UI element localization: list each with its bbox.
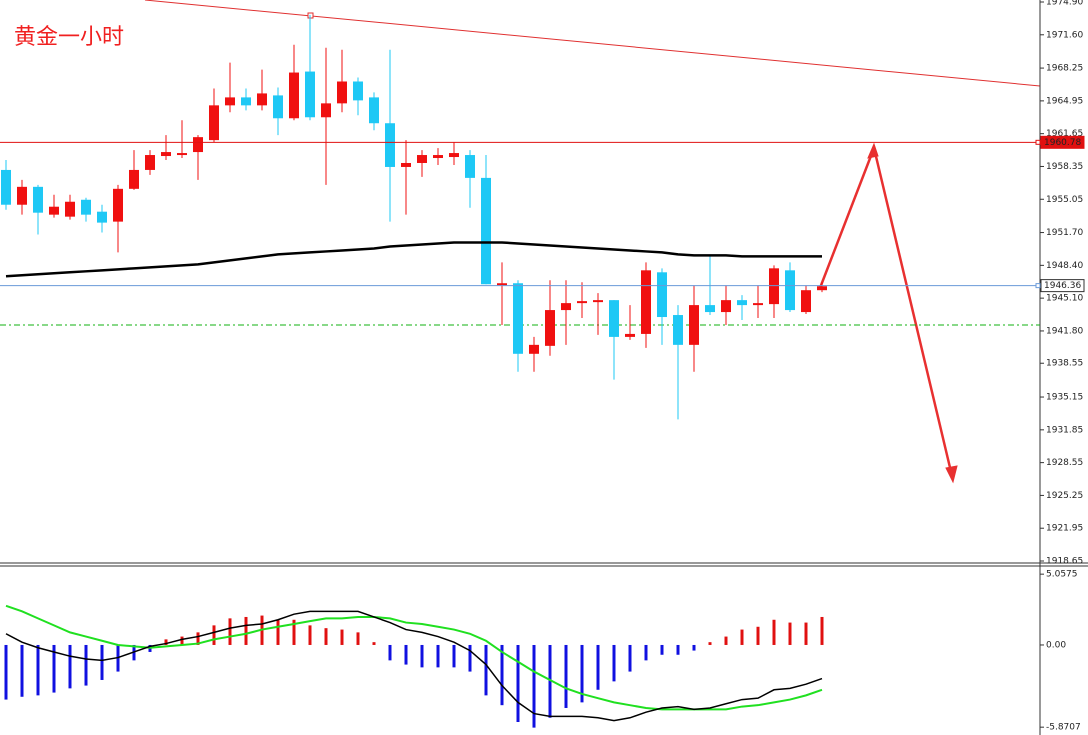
arrow-up — [818, 147, 876, 289]
y-tick-label: 1921.95 — [1046, 524, 1083, 534]
y-tick-label: 1918.65 — [1046, 557, 1083, 567]
y-tick-label: 1955.05 — [1046, 195, 1083, 205]
candle-body — [529, 344, 539, 354]
candle-body — [545, 310, 555, 346]
candle-body — [49, 206, 59, 215]
candle-body — [337, 81, 347, 104]
candle-body — [145, 155, 155, 170]
candle-body — [641, 270, 651, 334]
arrow-down — [872, 147, 954, 477]
candle-body — [1, 169, 11, 205]
candle-body — [81, 199, 91, 215]
candle-body — [609, 300, 619, 337]
candle-body — [625, 333, 635, 337]
candle-body — [689, 305, 699, 345]
candle-body — [657, 272, 667, 318]
candle-body — [65, 201, 75, 217]
candle-body — [241, 97, 251, 106]
candle-body — [129, 169, 139, 189]
candle-body — [321, 103, 331, 118]
candle-body — [449, 153, 459, 158]
candle-body — [305, 71, 315, 118]
y-tick-label: 1958.35 — [1046, 162, 1083, 172]
signal-line — [5, 604, 823, 711]
candle-body — [465, 155, 475, 178]
candle-body — [113, 188, 123, 222]
arrow-head — [945, 465, 958, 484]
candle-body — [801, 290, 811, 313]
y-tick-label: 1931.85 — [1046, 425, 1083, 435]
candle-body — [369, 97, 379, 124]
y-tick-label: 1971.60 — [1046, 30, 1083, 40]
candle-body — [401, 162, 411, 167]
y-tick-label: 1938.55 — [1046, 359, 1083, 369]
candle-body — [17, 186, 27, 205]
candle-body — [353, 81, 363, 101]
candle-body — [753, 303, 763, 306]
candle-body — [161, 152, 171, 157]
chart-title: 黄金一小时 — [14, 25, 124, 50]
candle-body — [561, 303, 571, 311]
candle-body — [209, 105, 219, 141]
candle-body — [513, 283, 523, 354]
candle-body — [33, 186, 43, 213]
price-label-box — [1040, 135, 1085, 149]
y-tick-label: 1961.65 — [1046, 129, 1083, 139]
candle-body — [481, 177, 491, 285]
candle-body — [289, 72, 299, 119]
candle-body — [721, 300, 731, 313]
price-label: 1946.36 — [1044, 281, 1081, 291]
candle-body — [97, 211, 107, 223]
candle-body — [177, 153, 187, 156]
y-tick-label: 1951.70 — [1046, 228, 1083, 238]
candle-body — [193, 137, 203, 153]
candle-body — [385, 123, 395, 167]
price-label: 1960.78 — [1044, 138, 1081, 148]
candle-body — [593, 300, 603, 303]
candle-body — [785, 270, 795, 311]
candle-body — [737, 300, 747, 306]
price-line-marker — [1035, 283, 1041, 289]
y-tick-label: 1941.80 — [1046, 326, 1083, 336]
candle-body — [817, 286, 827, 291]
candle-body — [273, 95, 283, 119]
y-tick-label: 1935.15 — [1046, 393, 1083, 403]
candle-body — [769, 268, 779, 305]
forecast-arrows — [818, 142, 958, 484]
price-line-marker — [1035, 139, 1041, 145]
y-tick-label: 0.00 — [1046, 640, 1066, 650]
candle-body — [417, 155, 427, 163]
candle-body — [577, 301, 587, 304]
candle-body — [705, 305, 715, 313]
candle-body — [673, 315, 683, 345]
moving-average — [5, 241, 822, 278]
y-tick-label: 1925.25 — [1046, 491, 1083, 501]
macd-line — [5, 610, 823, 722]
y-tick-label: 1968.25 — [1046, 64, 1083, 74]
y-tick-label: 1948.40 — [1046, 261, 1083, 271]
price-label-box — [1040, 279, 1085, 293]
candle-body — [433, 155, 443, 159]
trend-line — [144, 0, 1041, 87]
candle-body — [497, 283, 507, 286]
candle-body — [225, 97, 235, 106]
y-tick-label: -5.8707 — [1046, 723, 1081, 733]
y-tick-label: 1974.90 — [1046, 0, 1083, 7]
y-tick-label: 1945.10 — [1046, 294, 1083, 304]
y-tick-label: 1928.55 — [1046, 458, 1083, 468]
candle-body — [257, 93, 267, 106]
y-tick-label: 1964.95 — [1046, 96, 1083, 106]
y-tick-label: 5.0575 — [1046, 570, 1078, 580]
